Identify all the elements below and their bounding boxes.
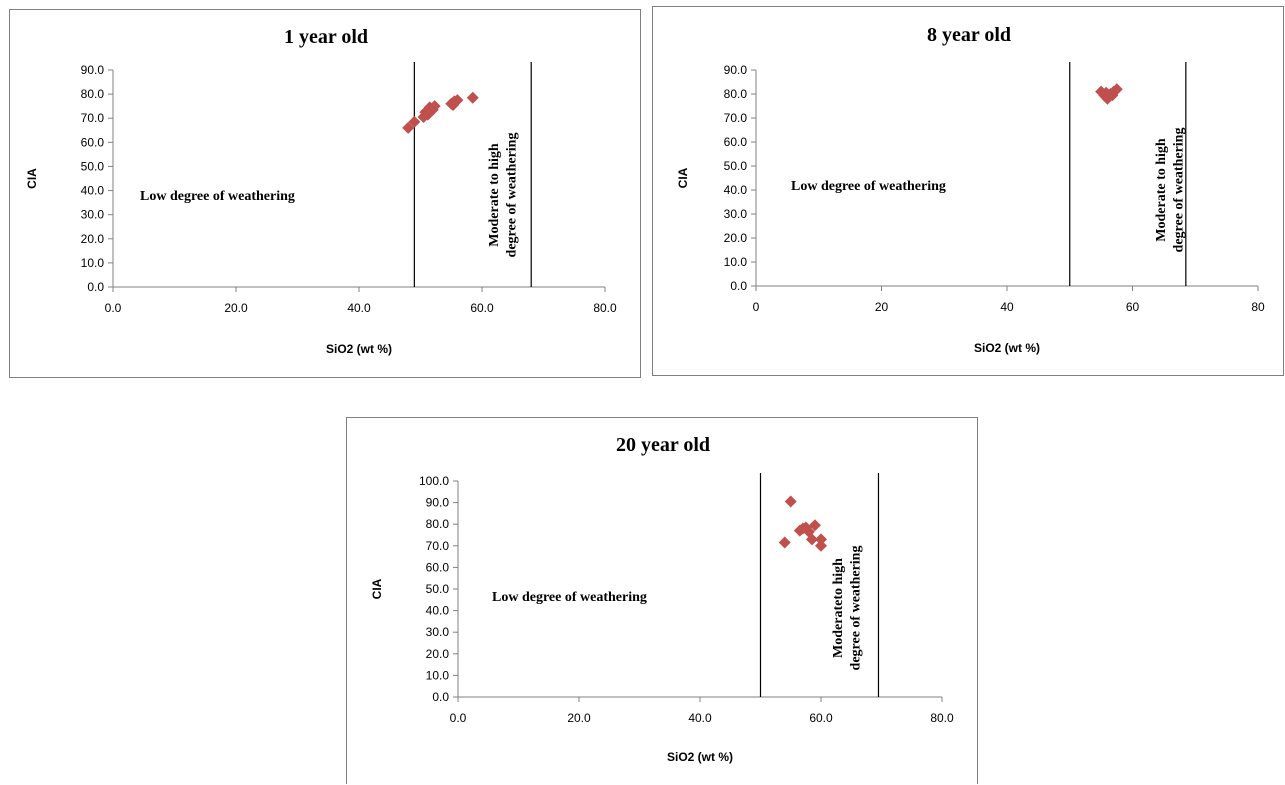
- data-point: [428, 100, 441, 113]
- x-axis-label: SiO2 (wt %): [326, 342, 392, 356]
- annotation-low-weathering: Low degree of weathering: [492, 590, 647, 605]
- y-tick-label: 50.0: [81, 159, 105, 173]
- y-tick-label: 90.0: [724, 63, 748, 77]
- annotation-high-line: degree of weathering: [1172, 128, 1187, 253]
- data-point: [815, 539, 827, 552]
- data-point: [447, 98, 460, 111]
- chart-svg-20-year: 20 year old 0.0 10.0 20.0 30.0 40.0 50.0 60.0 70…: [370, 434, 954, 764]
- annotation-high-weathering: Moderate to high degree of weathering: [487, 133, 520, 258]
- chart-svg-8-year: 8 year old 0.0 10.0 20.0 30.0 40.0 50.0 60.0 70.…: [676, 24, 1265, 355]
- y-tick-label: 70.0: [724, 111, 748, 125]
- annotation-high-line: degree of weathering: [505, 133, 520, 258]
- y-tick-label: 80.0: [81, 87, 105, 101]
- data-point: [784, 495, 797, 508]
- data-point: [808, 519, 821, 532]
- x-tick-label: 40: [1000, 300, 1014, 314]
- y-tick-label: 100.0: [419, 474, 449, 488]
- x-tick-label: 0.0: [105, 301, 122, 315]
- y-tick-label: 60.0: [724, 135, 748, 149]
- y-tick-label: 10.0: [426, 668, 450, 682]
- data-point: [419, 106, 432, 119]
- chart-title: 20 year old: [616, 434, 710, 456]
- x-tick-label: 20.0: [567, 711, 591, 725]
- y-axis-label: CIA: [370, 578, 384, 599]
- y-tick-label: 50.0: [724, 159, 748, 173]
- annotation-high-line: degree of weathering: [849, 546, 864, 671]
- y-tick-label: 0.0: [432, 690, 449, 704]
- y-tick-label: 80.0: [724, 87, 748, 101]
- data-point: [466, 91, 479, 104]
- y-tick-label: 20.0: [724, 231, 748, 245]
- x-tick-label: 60: [1126, 300, 1140, 314]
- annotation-high-line: Moderate to high: [1154, 138, 1169, 242]
- annotation-high-line: Moderateto high: [831, 558, 846, 658]
- chart-title: 8 year old: [927, 24, 1011, 46]
- x-tick-label: 60.0: [809, 711, 833, 725]
- x-tick-label: 80.0: [930, 711, 954, 725]
- x-axis-label: SiO2 (wt %): [974, 341, 1040, 355]
- x-tick-label: 0: [753, 300, 760, 314]
- x-tick-label: 40.0: [688, 711, 712, 725]
- chart-panel-1-year: 1 year old 0.0 10.0 20.0 30.0 40.0 50.0 60.0 70.…: [9, 9, 641, 378]
- data-point: [408, 115, 421, 128]
- y-tick-label: 60.0: [81, 135, 105, 149]
- data-point: [815, 533, 827, 546]
- x-tick-label: 20: [875, 300, 889, 314]
- y-tick-label: 10.0: [81, 256, 105, 270]
- data-point: [1106, 89, 1119, 102]
- chart-panel-8-year: 8 year old 0.0 10.0 20.0 30.0 40.0 50.0 60.0 70.…: [652, 6, 1284, 376]
- data-point: [802, 525, 815, 538]
- annotation-high-weathering: Moderate to high degree of weathering: [1154, 128, 1187, 253]
- data-point: [402, 121, 415, 134]
- y-tick-label: 40.0: [81, 184, 105, 198]
- y-tick-label: 0.0: [730, 279, 747, 293]
- y-tick-label: 30.0: [724, 207, 748, 221]
- y-tick-label: 0.0: [87, 280, 104, 294]
- chart-title: 1 year old: [284, 26, 368, 48]
- y-tick-label: 30.0: [81, 208, 105, 222]
- x-tick-label: 20.0: [224, 301, 248, 315]
- y-tick-label: 50.0: [426, 582, 450, 596]
- x-tick-label: 0.0: [450, 711, 467, 725]
- y-tick-label: 90.0: [426, 496, 450, 510]
- y-tick-label: 70.0: [426, 539, 450, 553]
- y-tick-label: 40.0: [724, 183, 748, 197]
- y-tick-label: 90.0: [81, 63, 105, 77]
- data-point: [778, 536, 791, 549]
- data-point: [805, 533, 818, 546]
- x-axis-label: SiO2 (wt %): [667, 750, 733, 764]
- data-point: [1100, 86, 1113, 99]
- x-tick-label: 80: [1251, 300, 1265, 314]
- annotation-low-weathering: Low degree of weathering: [140, 189, 295, 204]
- y-tick-label: 40.0: [426, 604, 450, 618]
- annotation-high-line: Moderate to high: [487, 143, 502, 247]
- y-tick-label: 10.0: [724, 255, 748, 269]
- y-axis-label: CIA: [25, 168, 39, 189]
- y-tick-label: 30.0: [426, 625, 450, 639]
- x-tick-label: 60.0: [470, 301, 494, 315]
- chart-svg-1-year: 1 year old 0.0 10.0 20.0 30.0 40.0 50.0 60.0 70.…: [25, 26, 617, 356]
- chart-panel-20-year: 20 year old 0.0 10.0 20.0 30.0 40.0 50.0 60.0 70…: [346, 417, 978, 784]
- y-axis-label: CIA: [676, 167, 690, 188]
- y-tick-label: 80.0: [426, 517, 450, 531]
- y-tick-label: 60.0: [426, 560, 450, 574]
- annotation-low-weathering: Low degree of weathering: [791, 179, 946, 194]
- annotation-high-weathering: Moderateto high degree of weathering: [831, 546, 864, 671]
- y-tick-label: 70.0: [81, 111, 105, 125]
- x-tick-label: 80.0: [593, 301, 617, 315]
- y-tick-label: 20.0: [426, 647, 450, 661]
- y-tick-label: 20.0: [81, 232, 105, 246]
- x-tick-label: 40.0: [347, 301, 371, 315]
